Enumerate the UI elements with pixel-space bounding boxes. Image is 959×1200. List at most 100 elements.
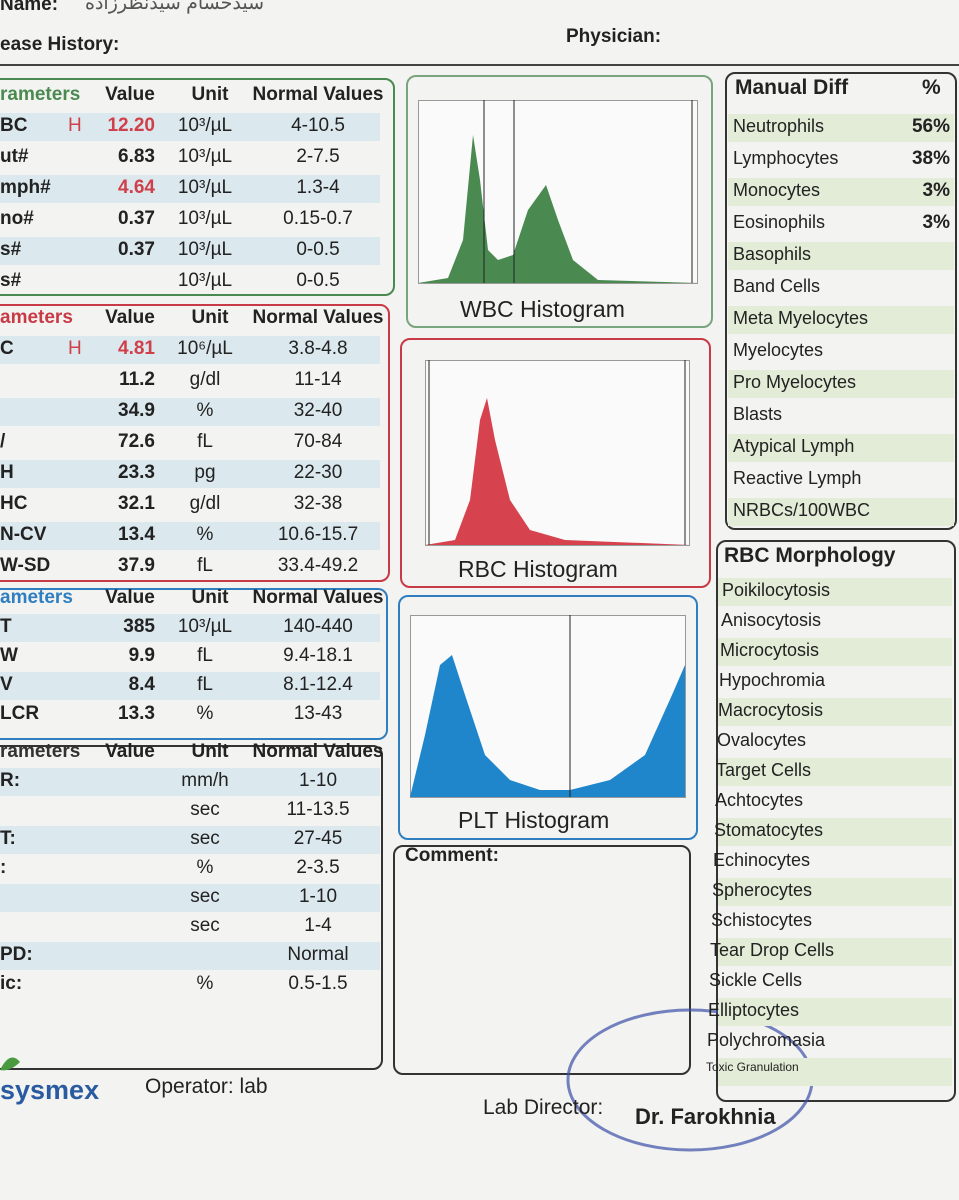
value: 3%: [922, 212, 950, 233]
item: Echinocytes: [713, 850, 811, 870]
leaf: [0, 1057, 20, 1071]
director-label: Lab Director:: [483, 1096, 604, 1119]
normal-range: 9.4-18.1: [283, 645, 353, 666]
normal-range: 8.1-12.4: [283, 674, 353, 695]
item: Polychromasia: [707, 1030, 826, 1050]
row-stripe: [718, 698, 952, 726]
morphology-box: [716, 540, 956, 1102]
column-header: rameters: [0, 741, 81, 762]
row-name: T:: [0, 828, 16, 849]
column-header: ameters: [0, 307, 73, 328]
column-header: Normal Values: [252, 84, 384, 105]
normal-range: 0-0.5: [296, 270, 340, 291]
row-stripe: [728, 370, 954, 398]
director-name: Dr. Farokhnia: [635, 1104, 776, 1129]
other-box: [0, 745, 383, 1070]
value: 385: [123, 616, 155, 637]
normal-range: 1.3-4: [296, 177, 340, 198]
value: 13.4: [118, 524, 155, 545]
unit: %: [196, 703, 214, 724]
column-header: Unit: [191, 307, 229, 328]
unit: mm/h: [181, 770, 229, 791]
row-stripe: [718, 578, 952, 606]
row-name: Blasts: [733, 404, 783, 424]
unit: %: [196, 524, 214, 545]
rule: [0, 64, 959, 66]
unit: 10⁶/µL: [177, 338, 233, 359]
physician-label: Physician:: [566, 26, 662, 47]
normal-range: 1-10: [298, 770, 338, 791]
column-header: Normal Values: [252, 741, 384, 762]
unit: sec: [190, 886, 220, 907]
row-stripe: [0, 175, 380, 203]
row-stripe: [0, 942, 380, 970]
flag: H: [68, 338, 82, 359]
logo-mark: [0, 1057, 20, 1071]
unit: fL: [197, 645, 213, 666]
row-name: /: [0, 431, 6, 452]
row-name: Basophils: [733, 244, 812, 264]
plt-histogram: [410, 615, 686, 798]
column-header: rameters: [0, 84, 81, 105]
normal-range: 140-440: [283, 616, 353, 637]
item: Stomatocytes: [714, 820, 824, 840]
row-stripe: [728, 306, 954, 334]
normal-range: 11-13.5: [286, 799, 350, 820]
row-name: :: [0, 857, 7, 878]
row-stripe: [718, 938, 952, 966]
item: Poikilocytosis: [722, 580, 831, 600]
row-stripe: [718, 758, 952, 786]
normal-range: 0.15-0.7: [283, 208, 353, 229]
row-stripe: [0, 522, 380, 550]
column-header: Unit: [191, 741, 229, 762]
row-name: ic:: [0, 973, 23, 994]
section-title: Manual Diff: [735, 76, 849, 99]
unit: fL: [197, 555, 213, 576]
item: Ovalocytes: [717, 730, 807, 750]
row-name: Band Cells: [733, 276, 821, 296]
row-stripe: [718, 1058, 952, 1086]
row-stripe: [718, 998, 952, 1026]
row-name: Pro Myelocytes: [733, 372, 857, 392]
unit: 10³/µL: [177, 115, 233, 136]
item: Achtocytes: [715, 790, 804, 810]
unit: 10³/µL: [177, 270, 233, 291]
unit: sec: [190, 828, 220, 849]
item: Tear Drop Cells: [710, 940, 835, 960]
item: Macrocytosis: [718, 700, 824, 720]
column-header: Value: [105, 307, 155, 328]
unit: %: [922, 76, 941, 99]
rbc-hist-box: [400, 338, 711, 588]
column-header: Unit: [191, 84, 229, 105]
wbc-histogram: [418, 100, 698, 284]
row-name: ut#: [0, 146, 29, 167]
column-header: Value: [105, 84, 155, 105]
plt-hist-box: [398, 595, 698, 840]
normal-range: 1-10: [298, 886, 338, 907]
row-name: H: [0, 462, 14, 483]
row-name: Monocytes: [733, 180, 821, 200]
column-header: Value: [105, 741, 155, 762]
row-name: Reactive Lymph: [733, 468, 862, 488]
item: Sickle Cells: [709, 970, 803, 990]
histogram-title: WBC Histogram: [460, 296, 625, 322]
value: 23.3: [118, 462, 155, 483]
unit: fL: [197, 431, 213, 452]
comment-box: [393, 845, 691, 1075]
item: Anisocytosis: [721, 610, 822, 630]
row-stripe: [728, 114, 954, 142]
unit: 10³/µL: [177, 177, 233, 198]
row-stripe: [728, 178, 954, 206]
item: Spherocytes: [712, 880, 813, 900]
row-name: PD:: [0, 944, 33, 965]
row-name: HC: [0, 493, 28, 514]
value: 11.2: [119, 369, 155, 390]
row-stripe: [0, 398, 380, 426]
normal-range: 3.8-4.8: [288, 338, 348, 359]
value: 32.1: [118, 493, 155, 514]
normal-range: 11-14: [294, 369, 342, 390]
value: 6.83: [118, 146, 155, 167]
item: Microcytosis: [720, 640, 820, 660]
histogram-title: RBC Histogram: [458, 556, 618, 582]
value: 9.9: [128, 645, 155, 666]
